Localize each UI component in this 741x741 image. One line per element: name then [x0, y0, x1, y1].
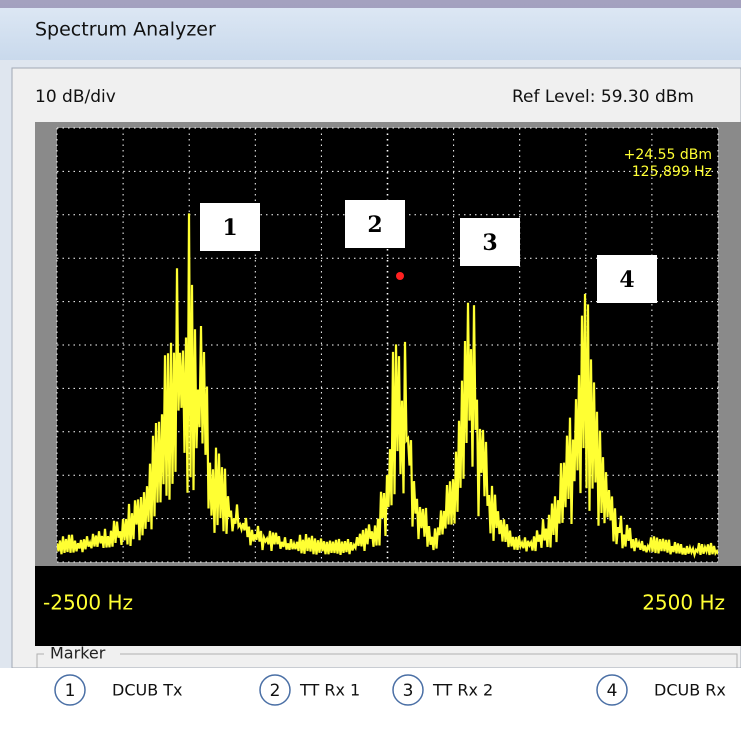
legend-circle — [54, 674, 86, 706]
peak-label: 1 — [222, 215, 237, 241]
legend-label: TT Rx 1 — [299, 681, 360, 700]
marker-readout-level: +24.55 dBm — [624, 147, 712, 163]
peak-label: 4 — [619, 267, 634, 293]
legend-circle — [596, 674, 628, 706]
freq-bar — [35, 566, 741, 646]
freq-start: -2500 Hz — [43, 591, 133, 615]
window-title: Spectrum Analyzer — [35, 19, 216, 41]
legend-number: 3 — [403, 681, 414, 701]
peak-label: 2 — [367, 212, 382, 238]
peak-label: 3 — [482, 230, 497, 256]
marker-point — [396, 272, 404, 280]
peak-label-box — [597, 255, 657, 303]
legend-number: 1 — [65, 681, 76, 701]
spectrum-trace — [57, 213, 718, 560]
legend-circle — [259, 674, 291, 706]
title-bar-edge — [0, 0, 741, 8]
peak-label-box — [345, 200, 405, 248]
peak-label-box — [200, 203, 260, 251]
legend-label: DCUB Tx — [112, 681, 183, 700]
scale-label: 10 dB/div — [35, 87, 116, 107]
legend-number: 4 — [607, 681, 618, 701]
freq-end: 2500 Hz — [642, 591, 725, 615]
marker-readout-freq: 125,899 Hz — [632, 164, 712, 180]
marker-group-title: Marker — [50, 644, 106, 663]
legend-label: TT Rx 2 — [432, 681, 493, 700]
title-bar — [0, 0, 741, 60]
legend-circle — [392, 674, 424, 706]
legend-number: 2 — [270, 681, 281, 701]
peak-label-box — [460, 218, 520, 266]
ref-level: Ref Level: 59.30 dBm — [512, 87, 694, 107]
legend-label: DCUB Rx — [654, 681, 726, 700]
